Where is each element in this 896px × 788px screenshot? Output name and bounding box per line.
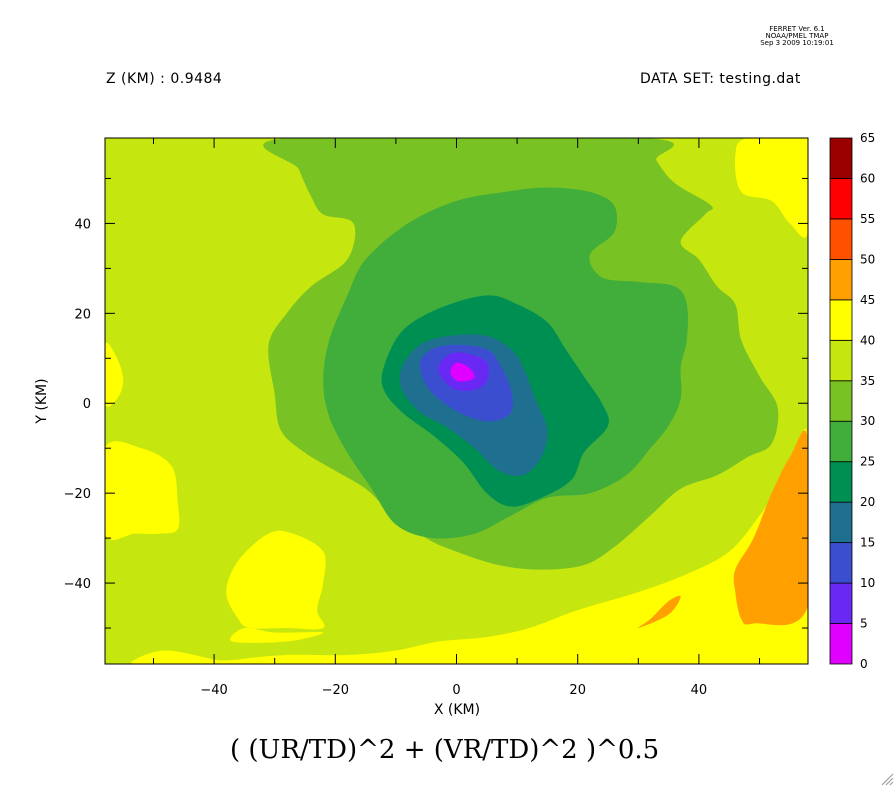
colorbar-swatch	[829, 339, 853, 382]
colorbar-label: 10	[860, 576, 875, 590]
x-tick-label: 40	[691, 683, 708, 698]
colorbar-swatch	[829, 218, 853, 260]
colorbar-label: 20	[860, 495, 875, 509]
contour-region	[230, 627, 324, 643]
contour-region	[450, 362, 475, 382]
colorbar-label: 55	[860, 212, 875, 226]
contour-region	[105, 441, 180, 540]
colorbar-swatch	[829, 461, 853, 503]
colorbar-label: 60	[860, 171, 875, 185]
contour-region	[734, 138, 808, 238]
y-axis-label: Y (KM)	[34, 378, 50, 424]
colorbar-label: 0	[860, 657, 868, 671]
colorbar-swatch	[829, 420, 853, 463]
version-line: FERRET Ver. 6.1	[769, 25, 825, 33]
colorbar-label: 25	[860, 455, 875, 469]
colorbar-swatch	[829, 137, 853, 179]
y-tick-label: 40	[74, 217, 91, 232]
colorbar-label: 40	[860, 333, 875, 347]
y-tick-label: −40	[64, 577, 91, 592]
x-tick-label: −20	[322, 683, 349, 698]
colorbar-swatch	[829, 258, 853, 301]
colorbar-swatch	[829, 299, 853, 341]
contour-region	[105, 342, 124, 407]
colorbar-label: 65	[860, 131, 875, 145]
contour-region	[637, 595, 681, 629]
x-tick-label: 0	[452, 683, 460, 698]
contour-region	[226, 530, 326, 630]
colorbar-swatch	[829, 178, 853, 220]
x-tick-label: −40	[200, 683, 227, 698]
colorbar-label: 45	[860, 293, 875, 307]
version-line: Sep 3 2009 10:19:01	[760, 39, 834, 47]
x-axis-label: X (KM)	[434, 702, 480, 718]
contour-region	[130, 650, 237, 664]
colorbar-label: 50	[860, 252, 875, 266]
contour-chart: −40 −20 0 20 40 −40 −20 0 20 40 0 5 10 15 20 25 30 35 40 4…	[34, 131, 875, 718]
contour-region	[184, 428, 808, 664]
chart-title: ( (UR/TD)^2 + (VR/TD)^2 )^0.5	[230, 735, 660, 765]
colorbar-label: 30	[860, 414, 875, 428]
colorbar-swatch	[829, 542, 853, 584]
y-tick-label: 0	[83, 397, 91, 412]
colorbar-swatch	[829, 623, 853, 665]
z-level-label: Z (KM) : 0.9484	[106, 71, 223, 87]
resize-grip-icon[interactable]	[880, 772, 894, 786]
colorbar-swatch	[829, 501, 853, 544]
ferret-version-stamp: FERRET Ver. 6.1 NOAA/PMEL TMAP Sep 3 200…	[752, 26, 842, 47]
y-tick-label: −20	[64, 487, 91, 502]
x-tick-label: 20	[569, 683, 586, 698]
colorbar-label: 15	[860, 536, 875, 550]
colorbar-swatch	[829, 380, 853, 422]
colorbar-label: 35	[860, 374, 875, 388]
colorbar-swatch	[829, 582, 853, 624]
contour-region	[733, 430, 808, 626]
dataset-label: DATA SET: testing.dat	[640, 71, 801, 87]
y-tick-label: 20	[74, 307, 91, 322]
colorbar-label: 5	[860, 617, 868, 631]
version-line: NOAA/PMEL TMAP	[765, 32, 829, 40]
